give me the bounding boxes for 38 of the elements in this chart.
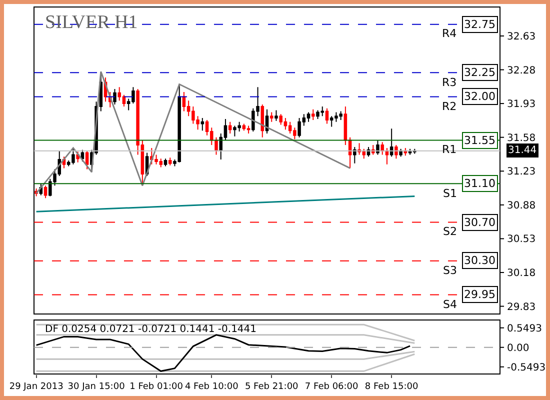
chart-title: SILVER H1 — [45, 12, 138, 33]
y-tick-label: 30.53 — [507, 234, 536, 246]
y-tick-label: 32.28 — [507, 65, 536, 76]
y-tick-label: 30.88 — [507, 200, 536, 212]
annotation: S2 — [443, 225, 457, 238]
y-tick-label: 0.00 — [507, 342, 530, 354]
y-tick-label: 30.18 — [507, 268, 536, 279]
y-tick-label: 32.63 — [507, 31, 536, 42]
x-tick-label: 7 Feb 06:00 — [304, 382, 359, 392]
annotation: R2 — [442, 100, 457, 113]
ref-line-label: 31.44 — [508, 145, 537, 156]
x-tick-label: 29 Jan 2013 — [9, 382, 64, 392]
y-tick-label: 0.5493 — [507, 323, 542, 334]
ref-line-label: 32.75 — [464, 18, 496, 31]
ref-line-label: 30.30 — [464, 254, 496, 267]
annotation: R1 — [442, 143, 457, 156]
y-tick-label: 31.23 — [507, 166, 536, 178]
x-tick-label: 8 Feb 15:00 — [364, 382, 418, 392]
x-tick-label: 5 Feb 21:00 — [244, 382, 299, 392]
x-tick-label: 30 Jan 15:00 — [68, 382, 126, 392]
annotation: S1 — [443, 187, 457, 200]
ref-line-label: 32.25 — [464, 66, 496, 79]
annotation: R4 — [442, 27, 457, 40]
chart-title: DF 0.0254 0.0721 -0.0721 0.1441 -0.1441 — [45, 324, 257, 335]
y-tick-label: 31.93 — [507, 99, 536, 110]
x-tick-label: 4 Feb 10:00 — [184, 382, 239, 392]
y-tick-label: 29.83 — [507, 302, 536, 313]
ref-line-label: 29.95 — [464, 288, 496, 301]
ref-line-label: 31.55 — [464, 134, 496, 147]
annotation: R3 — [442, 76, 457, 89]
ref-line-label: 31.10 — [464, 177, 496, 190]
annotation: S4 — [443, 298, 457, 311]
y-tick-label: -0.5493 — [507, 362, 546, 374]
x-tick-label: 1 Feb 01:00 — [130, 382, 184, 392]
y-tick-label: 31.58 — [507, 132, 536, 144]
annotation: S3 — [443, 264, 457, 277]
ref-line-label: 32.00 — [464, 90, 496, 103]
ref-line-label: 30.70 — [464, 216, 496, 229]
